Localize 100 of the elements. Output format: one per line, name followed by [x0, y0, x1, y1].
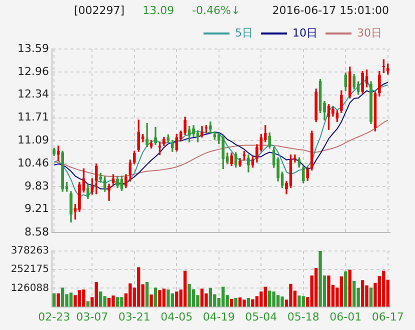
x-tick-label: 02-23: [38, 310, 70, 324]
bar: [158, 290, 162, 307]
legend-label: 10日: [292, 26, 318, 40]
candlestick: [103, 176, 106, 192]
candlestick: [255, 144, 258, 162]
candlestick: [86, 184, 90, 200]
candlestick: [268, 132, 272, 149]
candlestick: [184, 116, 187, 135]
y-tick-label: 10.46: [18, 156, 49, 170]
bar: [272, 291, 276, 307]
candlestick: [238, 158, 242, 167]
x-tick-label: 05-04: [245, 310, 278, 324]
candlestick: [70, 191, 72, 222]
x-tick-label: 04-19: [202, 310, 235, 324]
candlestick: [166, 134, 170, 142]
bar: [360, 280, 364, 307]
y-tick-label: 11.71: [18, 110, 49, 124]
candlestick: [146, 122, 149, 148]
candlestick: [94, 164, 98, 194]
candlestick: [234, 152, 238, 168]
bar: [276, 295, 280, 307]
legend-label: 30日: [357, 26, 382, 40]
bar: [314, 268, 318, 307]
candlestick: [344, 72, 348, 92]
bar: [369, 288, 373, 307]
x-tick-label: 06-01: [330, 310, 362, 324]
bar: [94, 282, 98, 307]
y-tick-label: 252175: [10, 264, 49, 276]
bar: [348, 270, 352, 307]
candlestick: [310, 130, 314, 170]
candlestick: [348, 66, 352, 98]
candlestick: [230, 152, 234, 166]
legend-label: 5日: [235, 26, 254, 40]
bar: [352, 280, 356, 307]
candlestick: [188, 126, 191, 142]
candlestick: [336, 110, 339, 122]
candlestick: [374, 92, 377, 132]
candlestick: [298, 157, 301, 168]
bar: [268, 290, 272, 307]
candlestick: [276, 157, 280, 182]
bar: [145, 282, 149, 307]
bar: [60, 288, 64, 307]
candlestick: [340, 90, 343, 114]
candlestick: [90, 178, 94, 195]
bar: [238, 297, 242, 307]
bar: [107, 298, 111, 307]
candlestick: [370, 81, 372, 124]
bar: [340, 276, 343, 307]
x-tick-label: 03-21: [118, 310, 150, 324]
bar: [154, 288, 158, 307]
candlestick: [137, 120, 140, 152]
bar: [264, 286, 267, 307]
candlestick: [108, 184, 111, 201]
bar: [234, 298, 238, 307]
candlestick: [154, 127, 157, 145]
bar: [170, 293, 174, 307]
candlestick: [260, 134, 263, 152]
text: 13.09: [142, 4, 174, 16]
bar: [302, 296, 305, 307]
candlestick: [251, 156, 254, 168]
bar: [56, 293, 60, 307]
candlestick: [352, 74, 356, 90]
candlestick: [120, 176, 124, 191]
y-tick-label: 378263: [10, 246, 49, 257]
candlestick: [318, 79, 322, 114]
bar: [251, 299, 254, 307]
candlestick: [132, 150, 136, 164]
bar: [242, 300, 246, 307]
bar: [162, 288, 166, 307]
bar: [175, 291, 178, 307]
bar: [120, 297, 124, 307]
bar: [184, 270, 187, 307]
y-tick-label: 9.21: [24, 202, 49, 216]
bar: [230, 298, 234, 307]
candlestick: [289, 154, 292, 188]
candlestick: [170, 140, 174, 152]
candlestick: [331, 106, 334, 117]
x-tick-label: 04-05: [160, 310, 193, 324]
bar: [208, 288, 212, 307]
bar: [86, 301, 90, 307]
candlestick: [217, 132, 220, 144]
candlestick: [306, 166, 310, 181]
bar: [69, 292, 73, 307]
y-tick-label: 9.83: [24, 180, 49, 192]
candlestick: [302, 165, 305, 184]
candlestick: [128, 160, 132, 182]
candlestick: [314, 88, 318, 122]
bar: [116, 297, 120, 307]
bar: [280, 296, 284, 307]
bar: [200, 288, 204, 307]
x-tick-label: 06-17: [372, 310, 404, 324]
bar: [344, 271, 348, 307]
bar: [188, 284, 191, 307]
bar: [298, 295, 301, 307]
candlestick: [61, 150, 64, 192]
bar: [99, 291, 102, 307]
candlestick: [200, 126, 204, 138]
candlestick: [272, 147, 276, 168]
chart-title: [002297]: [74, 4, 125, 16]
candlestick: [246, 154, 250, 172]
